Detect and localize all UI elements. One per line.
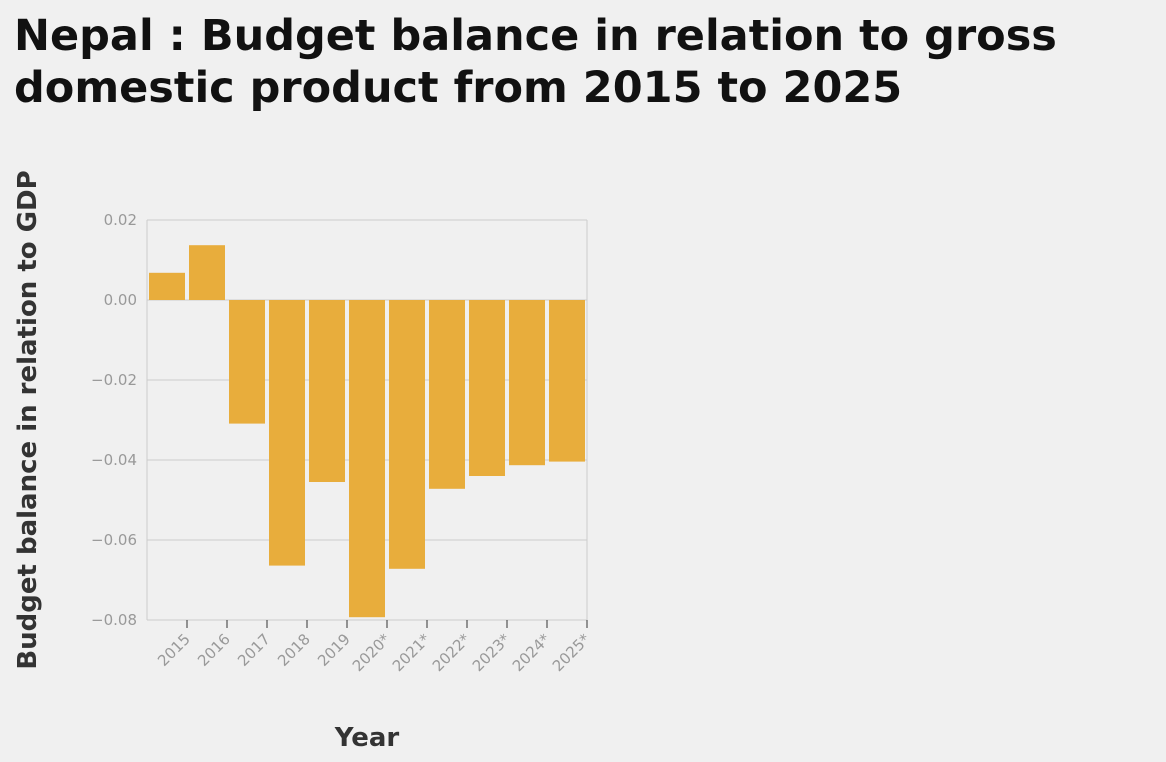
y-tick-label: 0.00: [104, 291, 137, 309]
x-tick-labels: 2015 2016 2017 2018 20192020*2021*2022*2023*…: [154, 620, 594, 675]
y-tick-label: −0.06: [91, 531, 137, 549]
x-tick-label: 2023*: [469, 630, 514, 675]
x-tick-label: 2015: [154, 630, 194, 670]
y-tick-label: −0.04: [91, 451, 137, 469]
bar: [509, 300, 545, 466]
bar: [389, 300, 425, 569]
bar: [189, 245, 225, 300]
axes: [146, 220, 588, 620]
x-tick-label: 2022*: [429, 630, 474, 675]
bar: [309, 300, 345, 482]
x-tick-label: 2025*: [549, 630, 594, 675]
x-tick-label: 2018: [274, 630, 314, 670]
y-tick-label: 0.02: [104, 211, 137, 229]
bar: [229, 300, 265, 424]
bar: [149, 272, 185, 300]
bars: [149, 245, 585, 618]
bar: [429, 300, 465, 489]
y-axis-title: Budget balance in relation to GDP: [13, 170, 43, 669]
x-axis-title: Year: [334, 723, 400, 753]
x-tick-label: 2016: [194, 630, 234, 670]
bar: [469, 300, 505, 476]
x-tick-label: 2020*: [349, 630, 394, 675]
y-tick-labels: 0.02 0.00 −0.02 −0.04 −0.06 −0.08: [91, 211, 137, 629]
chart-title: Nepal : Budget balance in relation to gr…: [14, 11, 1057, 113]
x-tick-label: 2017: [234, 630, 274, 670]
x-tick-label: 2019: [314, 630, 354, 670]
y-tick-label: −0.08: [91, 611, 137, 629]
x-tick-label: 2024*: [509, 630, 554, 675]
bar: [549, 300, 585, 462]
bar: [269, 300, 305, 566]
x-tick-label: 2021*: [389, 630, 434, 675]
y-tick-label: −0.02: [91, 371, 137, 389]
bar: [349, 300, 385, 618]
